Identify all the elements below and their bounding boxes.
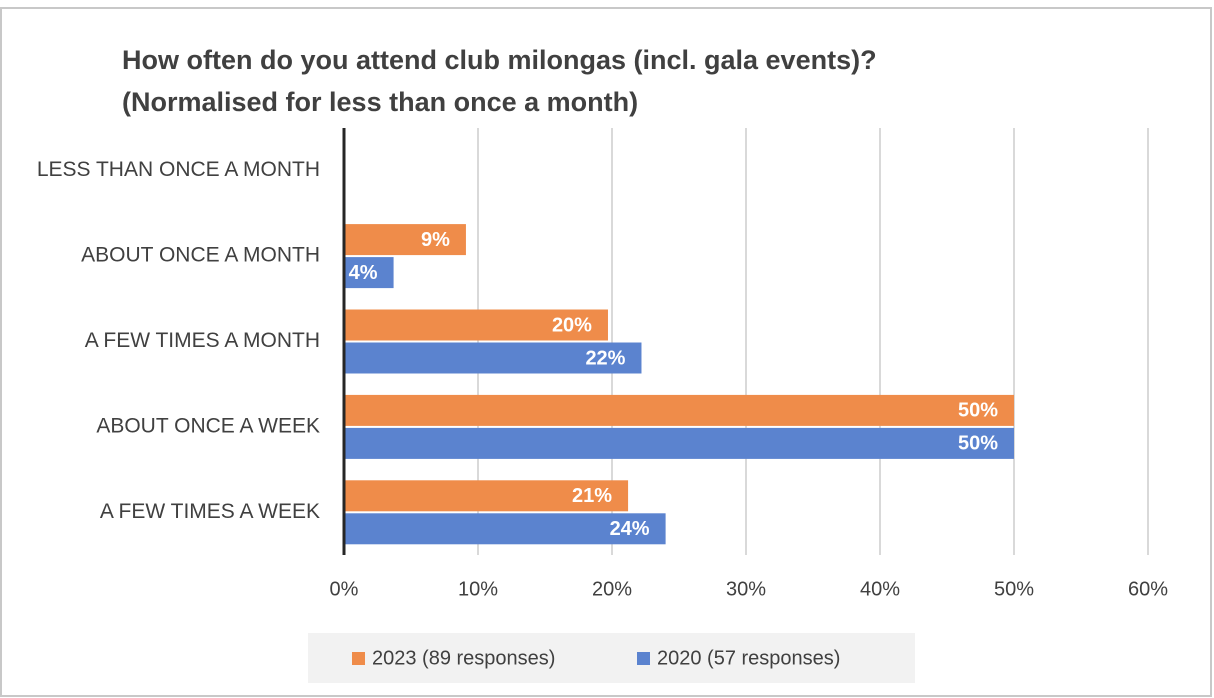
bar: [344, 309, 608, 341]
data-label: 4%: [349, 262, 378, 284]
x-tick-label: 50%: [994, 578, 1034, 600]
data-label: 21%: [572, 485, 612, 507]
x-tick-label: 10%: [458, 578, 498, 600]
chart-title: How often do you attend club milongas (i…: [122, 45, 877, 75]
data-label: 20%: [552, 314, 592, 336]
bar: [344, 480, 629, 512]
bar: [344, 427, 1014, 459]
chart-title: (Normalised for less than once a month): [122, 87, 638, 117]
y-tick-label: A FEW TIMES A MONTH: [85, 329, 320, 352]
bar: [344, 257, 394, 289]
x-tick-label: 40%: [860, 578, 900, 600]
x-tick-label: 60%: [1128, 578, 1168, 600]
bar: [344, 513, 666, 545]
y-tick-label: ABOUT ONCE A WEEK: [96, 414, 320, 437]
data-label: 9%: [421, 229, 450, 251]
x-tick-label: 20%: [592, 578, 632, 600]
legend-swatch: [637, 652, 650, 665]
x-tick-label: 30%: [726, 578, 766, 600]
data-label: 50%: [958, 433, 998, 455]
legend-box: [308, 633, 915, 683]
bar: [344, 394, 1014, 426]
legend-label: 2020 (57 responses): [657, 647, 840, 669]
y-tick-label: ABOUT ONCE A MONTH: [81, 244, 320, 267]
y-tick-label: A FEW TIMES A WEEK: [100, 500, 320, 523]
data-label: 50%: [958, 400, 998, 422]
data-label: 24%: [610, 518, 650, 540]
legend-swatch: [352, 652, 365, 665]
data-label: 22%: [585, 347, 625, 369]
bar: [344, 342, 642, 374]
x-tick-label: 0%: [330, 578, 359, 600]
y-tick-label: LESS THAN ONCE A MONTH: [37, 158, 320, 181]
legend-label: 2023 (89 responses): [372, 647, 555, 669]
bar: [344, 224, 466, 256]
